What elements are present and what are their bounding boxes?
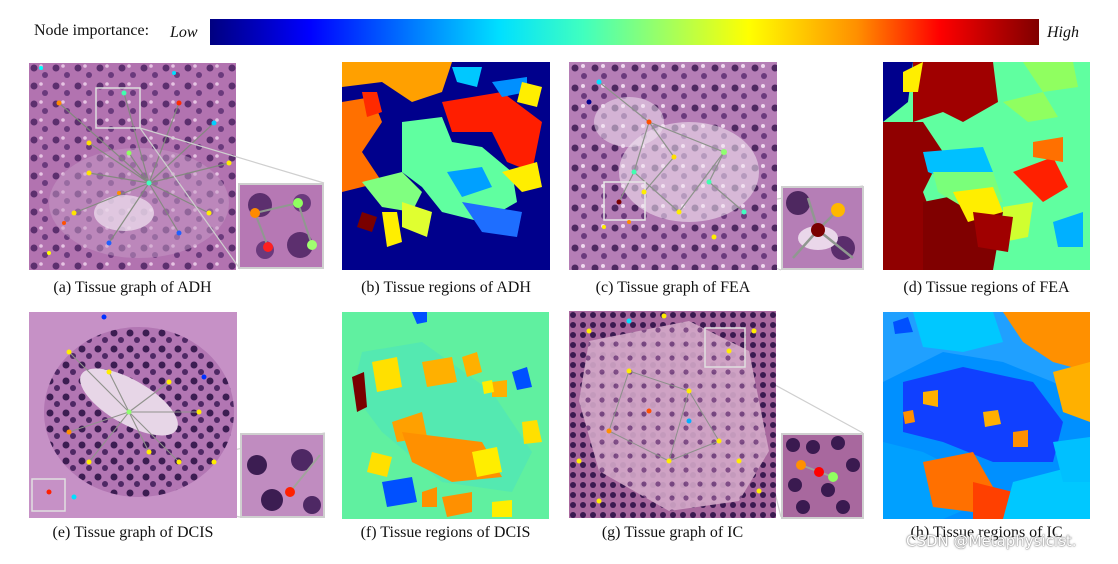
panel-g-zoom-inset [781, 433, 864, 519]
legend-low-label: Low [170, 24, 198, 41]
panel-g-tissue-graph-image [569, 311, 776, 518]
panel-h-tissue-regions-image [883, 312, 1090, 519]
panel-c-zoom-inset [781, 186, 864, 270]
panel-e-zoom-inset [240, 433, 325, 518]
caption-e: (e) Tissue graph of DCIS [52, 524, 214, 541]
panel-a-tissue-graph-image [29, 63, 236, 270]
panel-d-tissue-regions-image [883, 62, 1090, 270]
panel-e-tissue-graph-image [29, 312, 237, 518]
legend-title: Node importance: [34, 22, 150, 39]
caption-h: (h) Tissue regions of IC [910, 524, 1063, 541]
caption-c: (c) Tissue graph of FEA [595, 279, 751, 296]
caption-b: (b) Tissue regions of ADH [361, 279, 531, 296]
importance-colorbar [210, 19, 1039, 45]
panel-a-zoom-inset [238, 183, 324, 269]
panel-c-tissue-graph-image [569, 62, 777, 270]
panel-f-tissue-regions-image [342, 312, 549, 519]
caption-f: (f) Tissue regions of DCIS [360, 524, 531, 541]
caption-g: (g) Tissue graph of IC [601, 524, 744, 541]
legend-high-label: High [1047, 24, 1079, 41]
caption-d: (d) Tissue regions of FEA [903, 279, 1070, 296]
panel-b-tissue-regions-image [342, 62, 550, 270]
caption-a: (a) Tissue graph of ADH [53, 279, 212, 296]
watermark-text: CSDN @Metaphysicist. [906, 532, 1077, 550]
